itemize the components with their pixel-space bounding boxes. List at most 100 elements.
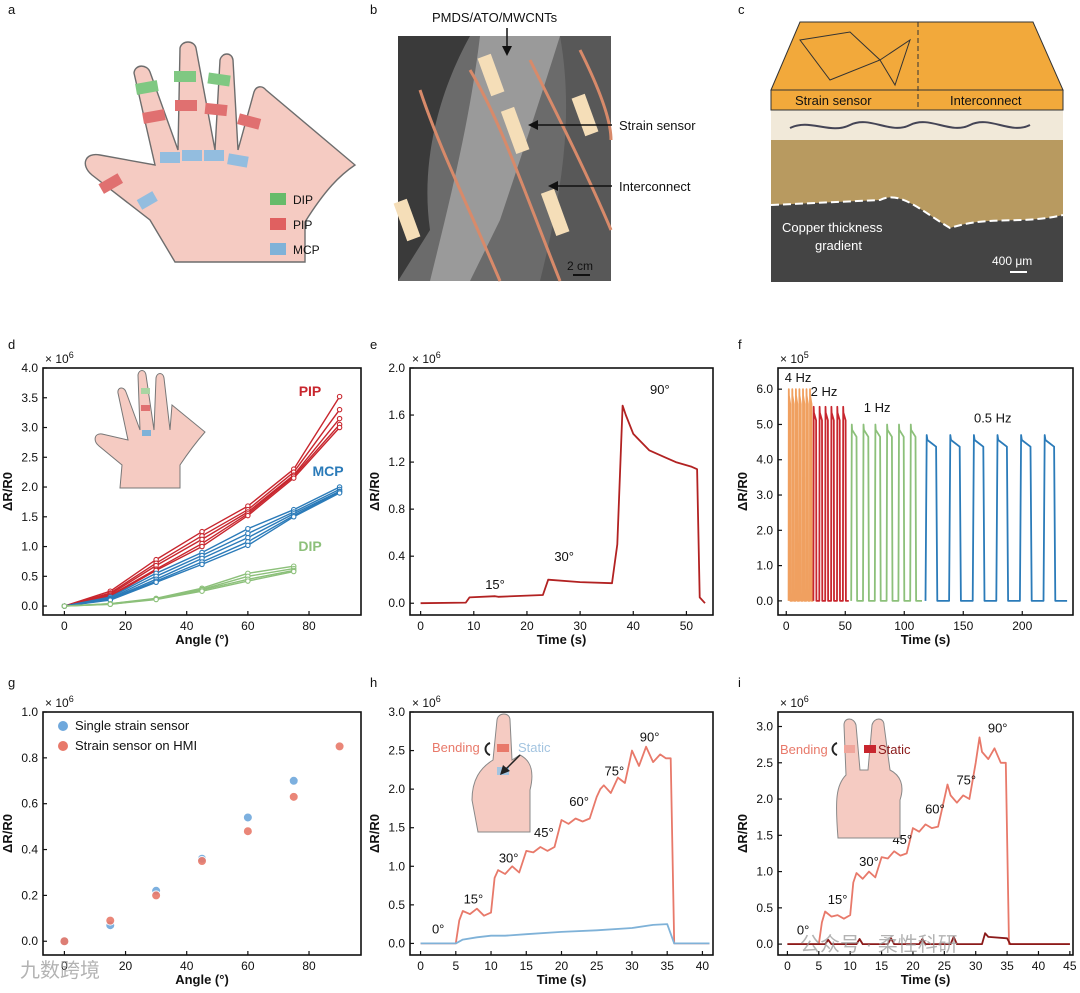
photo-b-scale: 2 cm xyxy=(567,259,593,273)
annotation-label: 45° xyxy=(534,825,554,840)
inset-i-static-label: Static xyxy=(878,742,911,757)
annotation-label: 15° xyxy=(828,892,848,907)
x-tick-label: 35 xyxy=(1000,959,1014,973)
data-point-single xyxy=(242,812,253,823)
series-label-pip: PIP xyxy=(299,383,322,399)
inset-finger-h xyxy=(471,713,533,833)
x-tick-label: 40 xyxy=(180,619,194,633)
panel-label-d: d xyxy=(8,337,15,352)
series-line-2hz xyxy=(812,405,849,602)
x-tick-label: 40 xyxy=(627,619,641,633)
y-tick-label: 3.0 xyxy=(756,720,773,734)
data-point-dip xyxy=(61,603,68,609)
y-tick-label: 0.5 xyxy=(21,569,38,583)
x-axis-title: Angle (°) xyxy=(175,972,229,987)
data-point-hmi xyxy=(288,791,299,802)
data-point-dip xyxy=(153,596,159,603)
plot-frame xyxy=(777,367,1074,616)
y-tick-label: 1.0 xyxy=(21,705,38,719)
y-tick-label: 2.0 xyxy=(388,361,405,375)
data-point-dip xyxy=(107,601,114,608)
y-axis-title: ΔR/R0 xyxy=(735,814,750,853)
x-tick-label: 60 xyxy=(241,619,255,633)
y-axis-title: ΔR/R0 xyxy=(0,814,15,853)
annotation-label: 60° xyxy=(569,794,589,809)
series-line-dip xyxy=(64,570,294,607)
panel-label-c: c xyxy=(738,2,745,17)
x-tick-label: 5 xyxy=(815,959,822,973)
photo-b-label-sensor: Strain sensor xyxy=(619,118,696,133)
y-tick-label: 3.0 xyxy=(756,488,773,502)
data-point-pip xyxy=(336,424,343,431)
watermark-left: 九数跨境 xyxy=(20,959,100,982)
data-point-hmi xyxy=(105,915,116,926)
panel-label-i: i xyxy=(738,675,741,690)
x-tick-label: 10 xyxy=(844,959,858,973)
x-tick-label: 40 xyxy=(696,959,710,973)
y-tick-label: 4.0 xyxy=(21,361,38,375)
data-point-pip xyxy=(336,406,343,413)
annotation-label: 2 Hz xyxy=(811,384,838,399)
annotation-label: 30° xyxy=(499,850,519,865)
annotation-label: 0° xyxy=(797,923,809,938)
data-point-pip xyxy=(336,415,343,422)
x-tick-label: 20 xyxy=(119,959,133,973)
x-tick-label: 15 xyxy=(520,959,534,973)
x-tick-label: 80 xyxy=(302,619,316,633)
x-tick-label: 10 xyxy=(467,619,481,633)
x-axis-title: Time (s) xyxy=(901,972,951,987)
series-line-bending xyxy=(787,736,1070,945)
y-tick-label: 3.0 xyxy=(388,705,405,719)
annotation-label: 4 Hz xyxy=(785,370,812,385)
series-line-static xyxy=(787,932,1070,945)
y-tick-label: 0.8 xyxy=(388,502,405,516)
annotation-label: 15° xyxy=(485,577,505,592)
data-point-dip xyxy=(199,588,205,594)
x-tick-label: 30 xyxy=(625,959,639,973)
annotation-label: 60° xyxy=(925,802,945,817)
axis-multiplier: × 106 xyxy=(45,694,74,710)
x-tick-label: 20 xyxy=(555,959,569,973)
y-tick-label: 1.5 xyxy=(21,510,38,524)
chart-d: 0 20 40 60 80 0.0 0.5 1.0 1.5 2.0 2.5 3.0 3.5 4.0 Angl… xyxy=(0,350,362,647)
y-tick-label: 1.2 xyxy=(388,455,405,469)
series-line-0.5hz xyxy=(924,434,1068,602)
series-line-1hz xyxy=(850,423,922,602)
x-tick-label: 150 xyxy=(953,619,973,633)
legend-marker-hmi xyxy=(58,741,68,751)
annotation-label: 30° xyxy=(859,854,879,869)
annotation-label: 75° xyxy=(605,763,625,778)
x-tick-label: 60 xyxy=(241,959,255,973)
data-point-hmi xyxy=(151,890,162,901)
series-line-pip xyxy=(64,427,341,607)
y-tick-label: 3.0 xyxy=(21,421,38,435)
y-tick-label: 1.5 xyxy=(388,821,405,835)
x-tick-label: 0 xyxy=(784,959,791,973)
x-tick-label: 0 xyxy=(61,619,68,633)
y-tick-label: 0.0 xyxy=(388,596,405,610)
data-point-mcp xyxy=(245,542,251,549)
y-axis-title: ΔR/R0 xyxy=(367,814,382,853)
plot-frame xyxy=(42,711,362,956)
legend-label-single: Single strain sensor xyxy=(75,718,190,733)
x-tick-label: 15 xyxy=(875,959,889,973)
y-axis-title: ΔR/R0 xyxy=(367,472,382,511)
y-tick-label: 0.5 xyxy=(756,901,773,915)
photo-b xyxy=(393,36,613,282)
axis-multiplier: × 106 xyxy=(412,694,441,710)
y-tick-label: 0.0 xyxy=(756,937,773,951)
y-tick-label: 0.4 xyxy=(21,843,38,857)
data-point-hmi xyxy=(59,936,70,947)
annotation-label: 90° xyxy=(988,720,1008,735)
arrowhead-b-top xyxy=(502,46,512,56)
x-tick-label: 50 xyxy=(839,619,853,633)
x-tick-label: 5 xyxy=(452,959,459,973)
panel-label-g: g xyxy=(8,675,15,690)
x-tick-label: 80 xyxy=(302,959,316,973)
series-label-mcp: MCP xyxy=(312,463,343,479)
y-tick-label: 1.0 xyxy=(756,865,773,879)
x-axis-title: Angle (°) xyxy=(175,632,229,647)
legend-swatch-dip xyxy=(270,193,286,205)
x-tick-label: 10 xyxy=(484,959,498,973)
annotation-label: 15° xyxy=(464,891,484,906)
